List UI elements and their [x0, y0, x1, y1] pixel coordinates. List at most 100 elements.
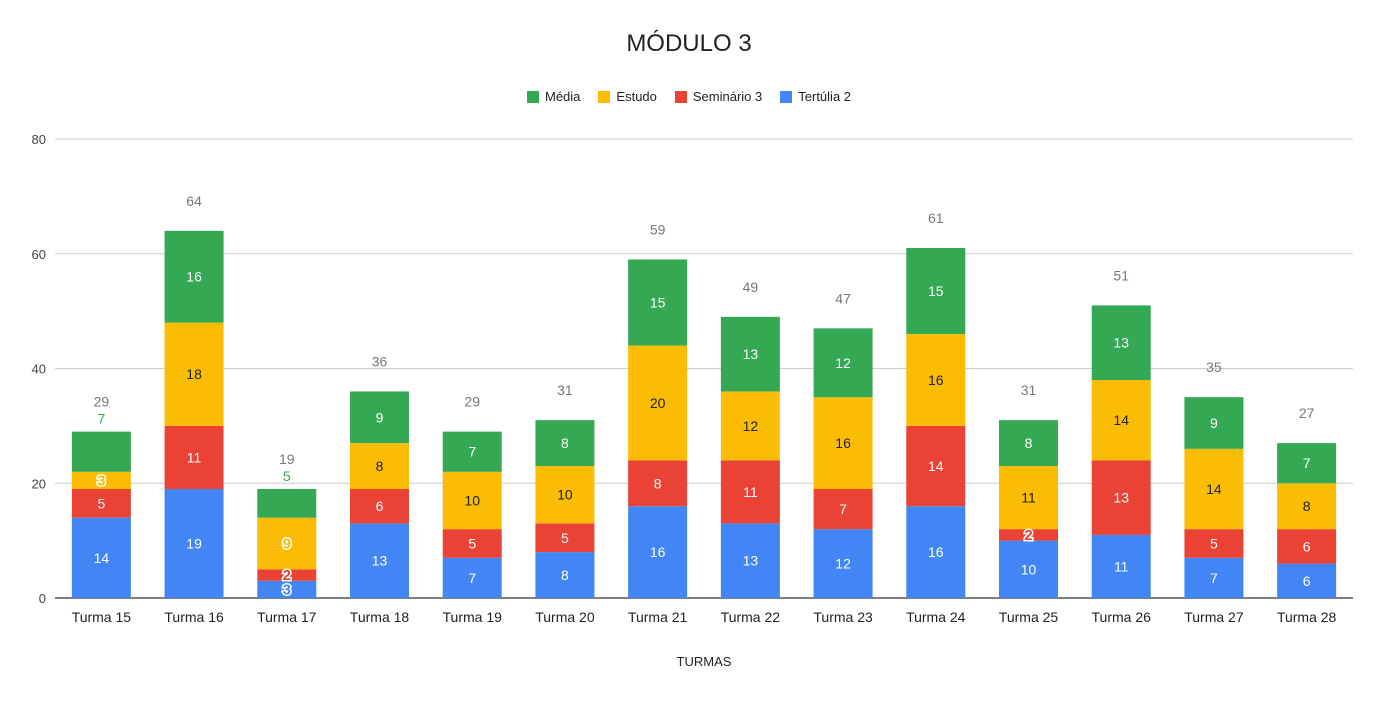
bar-media-turma-19 — [442, 431, 502, 472]
total-label: 61 — [928, 210, 944, 226]
legend-label: Estudo — [616, 89, 657, 104]
bar-tertulia-2-turma-22 — [720, 523, 780, 598]
total-label: 47 — [835, 290, 851, 306]
data-label: 14 — [1113, 412, 1129, 428]
bar-estudo-turma-24 — [906, 334, 966, 426]
data-label-overlap: 2 — [1024, 527, 1032, 544]
bar-media-turma-16 — [164, 230, 224, 323]
x-tick-label: Turma 24 — [906, 609, 966, 625]
data-label: 15 — [650, 295, 666, 311]
total-label: 31 — [1021, 382, 1037, 398]
bar-estudo-turma-18 — [350, 443, 409, 489]
data-label: 7 — [468, 444, 476, 460]
bar-media-turma-22 — [720, 316, 780, 392]
bar-tertulia-2-turma-21 — [628, 506, 688, 598]
x-tick-label: Turma 21 — [628, 609, 688, 625]
data-label: 10 — [557, 487, 573, 503]
data-label: 16 — [835, 435, 851, 451]
bar-media-turma-17 — [257, 488, 317, 518]
data-label: 9 — [376, 409, 384, 425]
bar-seminario-3-turma-26 — [1091, 460, 1151, 535]
total-label: 35 — [1206, 359, 1222, 375]
data-label: 11 — [1021, 490, 1036, 506]
data-label: 16 — [186, 269, 202, 285]
bar-media-turma-27 — [1184, 397, 1244, 449]
bar-seminario-3-turma-23 — [813, 488, 873, 530]
data-label: 8 — [561, 567, 569, 583]
bar-seminario-3-turma-22 — [720, 460, 780, 524]
y-tick-label: 20 — [32, 476, 46, 491]
bar-media-turma-20 — [535, 420, 595, 467]
x-tick-label: Turma 16 — [164, 609, 224, 625]
data-label: 5 — [468, 535, 476, 551]
bar-seminario-3-turma-16 — [164, 425, 224, 489]
legend-swatch — [780, 90, 793, 103]
legend-item-tertulia-2: Tertúlia 2 — [780, 89, 851, 104]
total-label: 51 — [1113, 267, 1129, 283]
total-label: 19 — [279, 451, 295, 467]
legend-item-estudo: Estudo — [598, 89, 657, 104]
data-label: 7 — [839, 501, 847, 517]
data-label: 13 — [1113, 335, 1129, 351]
chart-title: MÓDULO 3 — [626, 30, 752, 57]
data-label-overlap: 3 — [283, 581, 291, 598]
legend-label: Seminário 3 — [692, 89, 763, 104]
bar-tertulia-2-turma-26 — [1091, 534, 1151, 598]
data-label: 13 — [743, 553, 759, 569]
data-label-overlap: 9 — [283, 535, 291, 552]
data-label-overlap: 3 — [97, 472, 105, 489]
data-label: 7 — [1303, 455, 1311, 471]
total-label: 29 — [94, 394, 110, 410]
bar-media-turma-15 — [71, 431, 131, 472]
bar-estudo-turma-19 — [442, 471, 502, 530]
data-label: 11 — [187, 449, 202, 465]
bar-estudo-turma-28 — [1277, 483, 1337, 530]
data-label: 12 — [835, 556, 851, 572]
legend: Média Estudo Seminário 3 Tertúlia 2 — [0, 89, 1378, 104]
x-tick-label: Turma 17 — [257, 609, 317, 625]
data-label: 8 — [561, 435, 569, 451]
y-tick-label: 60 — [32, 247, 46, 262]
data-label: 12 — [743, 418, 759, 434]
bar-media-turma-23 — [813, 328, 873, 398]
bar-seminario-3-turma-20 — [535, 523, 595, 553]
data-label: 9 — [1210, 415, 1218, 431]
x-tick-label: Turma 26 — [1092, 609, 1152, 625]
data-label: 10 — [464, 492, 480, 508]
data-label: 19 — [186, 535, 202, 551]
total-label: 59 — [650, 221, 666, 237]
bar-seminario-3-turma-15 — [71, 488, 131, 518]
y-tick-label: 0 — [39, 591, 46, 606]
data-label: 6 — [376, 498, 384, 514]
bar-seminario-3-turma-24 — [906, 425, 966, 507]
bar-media-turma-28 — [1277, 443, 1337, 484]
legend-label: Tertúlia 2 — [798, 89, 852, 104]
total-label: 29 — [464, 394, 480, 410]
bar-seminario-3-turma-19 — [442, 529, 502, 558]
bar-seminario-3-turma-25 — [999, 529, 1058, 541]
bar-estudo-turma-26 — [1091, 379, 1151, 461]
x-tick-label: Turma 20 — [535, 609, 595, 625]
bar-seminario-3-turma-27 — [1184, 529, 1244, 558]
total-label: 36 — [372, 353, 388, 369]
bar-tertulia-2-turma-18 — [350, 523, 409, 598]
bar-media-turma-26 — [1091, 305, 1151, 380]
data-label: 8 — [1025, 435, 1033, 451]
bar-estudo-turma-15 — [71, 471, 131, 489]
bar-tertulia-2-turma-15 — [71, 517, 131, 598]
data-label: 7 — [468, 570, 476, 586]
bar-seminario-3-turma-28 — [1277, 529, 1337, 564]
bar-tertulia-2-turma-28 — [1277, 563, 1337, 598]
bar-estudo-turma-27 — [1184, 448, 1244, 530]
bar-tertulia-2-turma-27 — [1184, 557, 1244, 598]
data-label: 14 — [1206, 481, 1222, 497]
bar-estudo-turma-22 — [720, 391, 780, 461]
data-label-outside: 5 — [283, 468, 291, 484]
data-label: 8 — [1303, 498, 1311, 514]
data-label: 5 — [561, 530, 569, 546]
data-label: 16 — [928, 544, 944, 560]
x-tick-label: Turma 25 — [999, 609, 1059, 625]
bar-tertulia-2-turma-25 — [999, 540, 1058, 598]
data-label: 20 — [650, 395, 666, 411]
x-tick-label: Turma 15 — [72, 609, 132, 625]
